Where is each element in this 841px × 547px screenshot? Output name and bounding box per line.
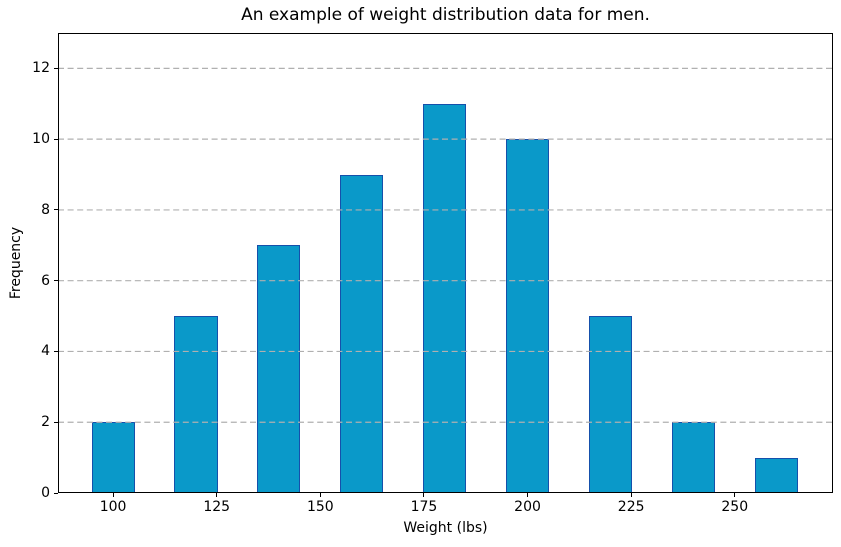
histogram-bar bbox=[257, 245, 301, 493]
y-tick-label: 2 bbox=[41, 414, 50, 431]
y-tick-mark bbox=[54, 350, 58, 352]
y-tick-label: 0 bbox=[41, 485, 50, 501]
y-tick-label: 4 bbox=[41, 343, 50, 360]
y-tick-label: 12 bbox=[32, 60, 50, 77]
y-tick-mark bbox=[54, 421, 58, 423]
histogram-bar bbox=[91, 422, 135, 493]
y-tick-label: 6 bbox=[41, 272, 50, 289]
y-tick-mark bbox=[54, 280, 58, 282]
plot-area bbox=[58, 33, 833, 493]
y-tick-label: 8 bbox=[41, 201, 50, 218]
x-tick-mark bbox=[423, 493, 425, 497]
x-tick-label: 200 bbox=[514, 499, 541, 515]
x-tick-mark bbox=[630, 493, 632, 497]
x-tick-label: 125 bbox=[203, 499, 231, 515]
y-tick-mark bbox=[54, 209, 58, 211]
y-tick-mark bbox=[54, 492, 58, 494]
x-tick-label: 100 bbox=[99, 499, 127, 515]
y-tick-mark bbox=[54, 67, 58, 69]
histogram-bar bbox=[588, 316, 632, 493]
histogram-bar bbox=[506, 139, 550, 493]
x-tick-label: 175 bbox=[410, 499, 438, 515]
y-tick-mark bbox=[54, 138, 58, 140]
x-axis-label: Weight (lbs) bbox=[403, 520, 488, 536]
x-tick-mark bbox=[216, 493, 218, 497]
histogram-bar bbox=[340, 174, 384, 493]
x-tick-mark bbox=[734, 493, 736, 497]
histogram-bar bbox=[754, 457, 798, 493]
y-tick-label: 10 bbox=[32, 131, 50, 148]
x-tick-label: 150 bbox=[306, 499, 334, 515]
histogram-bar bbox=[423, 103, 467, 493]
chart-title: An example of weight distribution data f… bbox=[241, 5, 650, 25]
x-tick-mark bbox=[527, 493, 529, 497]
histogram-bar bbox=[174, 316, 218, 493]
histogram-bar bbox=[671, 422, 715, 493]
x-tick-mark bbox=[112, 493, 114, 497]
x-tick-label: 225 bbox=[617, 499, 645, 515]
x-tick-label: 250 bbox=[721, 499, 749, 515]
x-tick-mark bbox=[319, 493, 321, 497]
